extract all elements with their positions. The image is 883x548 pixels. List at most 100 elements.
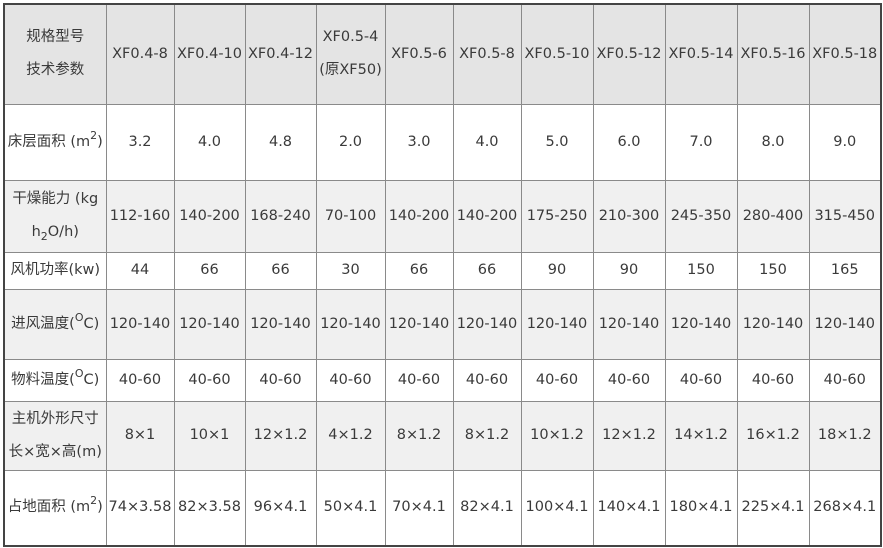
- value-cell: 3.0: [384, 103, 454, 181]
- value-cell: 8×1.2: [384, 400, 454, 471]
- value-cell: 3.2: [105, 103, 175, 181]
- value-cell: 40-60: [520, 358, 594, 402]
- value-cell: 280-400: [736, 179, 810, 253]
- value-cell: 82×4.1: [452, 469, 522, 547]
- value-cell: 120-140: [736, 288, 810, 360]
- value-cell: 40-60: [452, 358, 522, 402]
- value-cell: 225×4.1: [736, 469, 810, 547]
- value-cell: 140-200: [173, 179, 246, 253]
- value-cell: 70×4.1: [384, 469, 454, 547]
- value-cell: 120-140: [808, 288, 882, 360]
- value-cell: 90: [520, 251, 594, 290]
- value-cell: 112-160: [105, 179, 175, 253]
- row-label-sup: O: [74, 366, 84, 380]
- value-cell: 10×1.2: [520, 400, 594, 471]
- row-label-post: C): [83, 315, 100, 332]
- table-row: 干燥能力 (kg h2O/h) 112-160 140-200 168-240 70-1…: [3, 179, 882, 253]
- value-cell: 66: [244, 251, 317, 290]
- value-cell: 30: [315, 251, 386, 290]
- model-header-cell: XF0.5-18: [808, 3, 882, 105]
- value-cell: 74×3.58: [105, 469, 175, 547]
- row-label-cell: 进风温度(OC): [3, 288, 107, 360]
- row-label-sup: 2: [90, 494, 98, 508]
- value-cell: 4.0: [452, 103, 522, 181]
- value-cell: 150: [664, 251, 738, 290]
- value-cell: 8×1.2: [452, 400, 522, 471]
- value-cell: 40-60: [315, 358, 386, 402]
- value-cell: 120-140: [384, 288, 454, 360]
- value-cell: 5.0: [520, 103, 594, 181]
- model-header-cell: XF0.5-6: [384, 3, 454, 105]
- value-cell: 40-60: [173, 358, 246, 402]
- model-header-cell: XF0.5-12: [592, 3, 666, 105]
- value-cell: 8×1: [105, 400, 175, 471]
- value-cell: 140×4.1: [592, 469, 666, 547]
- value-cell: 96×4.1: [244, 469, 317, 547]
- header-label-params: 技术参数: [26, 62, 85, 79]
- value-cell: 120-140: [105, 288, 175, 360]
- row-label-sup: 2: [90, 128, 98, 142]
- row-label-cell: 风机功率(kw): [3, 251, 107, 290]
- value-cell: 168-240: [244, 179, 317, 253]
- value-cell: 4.0: [173, 103, 246, 181]
- value-cell: 180×4.1: [664, 469, 738, 547]
- value-cell: 120-140: [452, 288, 522, 360]
- value-cell: 165: [808, 251, 882, 290]
- value-cell: 40-60: [384, 358, 454, 402]
- value-cell: 140-200: [384, 179, 454, 253]
- value-cell: 210-300: [592, 179, 666, 253]
- row-label-pre: 占地面积 (m: [7, 499, 91, 516]
- model-header-cell: XF0.5-10: [520, 3, 594, 105]
- value-cell: 40-60: [244, 358, 317, 402]
- value-cell: 66: [384, 251, 454, 290]
- value-cell: 120-140: [244, 288, 317, 360]
- row-label-pre: 物料温度(: [11, 371, 75, 388]
- row-label-pre: 进风温度(: [11, 315, 75, 332]
- row-label-cell: 床层面积 (m2): [3, 103, 107, 181]
- header-corner-cell: 规格型号 技术参数: [3, 3, 107, 105]
- value-cell: 4×1.2: [315, 400, 386, 471]
- table-row: 床层面积 (m2) 3.2 4.0 4.8 2.0 3.0 4.0 5.0 6.0 7.0 8.0 9…: [3, 103, 882, 181]
- model-header-cell: XF0.4-12: [244, 3, 317, 105]
- table-row: 风机功率(kw) 44 66 66 30 66 66 90 90 150 150 165: [3, 251, 882, 290]
- value-cell: 66: [173, 251, 246, 290]
- row-label-sub: 2: [40, 230, 48, 243]
- model-header-cell: XF0.5-4 (原XF50): [315, 3, 386, 105]
- value-cell: 40-60: [592, 358, 666, 402]
- value-cell: 16×1.2: [736, 400, 810, 471]
- value-cell: 90: [592, 251, 666, 290]
- row-label-post: O/h): [47, 224, 79, 240]
- row-label-cell: 主机外形尺寸长×宽×高(m): [3, 400, 107, 471]
- model-header-cell: XF0.5-14: [664, 3, 738, 105]
- value-cell: 9.0: [808, 103, 882, 181]
- value-cell: 18×1.2: [808, 400, 882, 471]
- value-cell: 66: [452, 251, 522, 290]
- row-label-cell: 干燥能力 (kg h2O/h): [3, 179, 107, 253]
- value-cell: 40-60: [736, 358, 810, 402]
- value-cell: 8.0: [736, 103, 810, 181]
- header-row: 规格型号 技术参数 XF0.4-8 XF0.4-10 XF0.4-12 XF0.5-4…: [3, 3, 882, 105]
- value-cell: 14×1.2: [664, 400, 738, 471]
- value-cell: 10×1: [173, 400, 246, 471]
- row-label-pre: 干燥能力 (kg h: [12, 191, 99, 240]
- row-label-pre: 风机功率(kw): [10, 262, 101, 278]
- value-cell: 40-60: [808, 358, 882, 402]
- row-label-post: ): [97, 499, 103, 516]
- header-label-model: 规格型号: [26, 29, 85, 46]
- row-label-pre: 主机外形尺寸长×宽×高(m): [8, 410, 102, 460]
- row-label-cell: 物料温度(OC): [3, 358, 107, 402]
- value-cell: 120-140: [173, 288, 246, 360]
- spec-table: 规格型号 技术参数 XF0.4-8 XF0.4-10 XF0.4-12 XF0.5-4…: [3, 3, 882, 547]
- value-cell: 268×4.1: [808, 469, 882, 547]
- value-cell: 70-100: [315, 179, 386, 253]
- table-row: 物料温度(OC) 40-60 40-60 40-60 40-60 40-60 40-60 40…: [3, 358, 882, 402]
- value-cell: 120-140: [664, 288, 738, 360]
- value-cell: 12×1.2: [244, 400, 317, 471]
- value-cell: 40-60: [664, 358, 738, 402]
- value-cell: 120-140: [520, 288, 594, 360]
- value-cell: 120-140: [315, 288, 386, 360]
- value-cell: 140-200: [452, 179, 522, 253]
- value-cell: 12×1.2: [592, 400, 666, 471]
- value-cell: 245-350: [664, 179, 738, 253]
- row-label-pre: 床层面积 (m: [7, 133, 91, 150]
